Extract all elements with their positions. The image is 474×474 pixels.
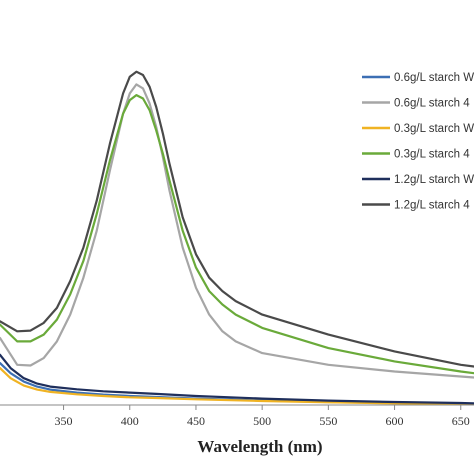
- legend-label: 1.2g/L starch W: [394, 174, 474, 186]
- x-tick-label: 650: [452, 414, 470, 428]
- x-tick-label: 450: [187, 414, 205, 428]
- series-line: [0, 353, 474, 405]
- x-tick-label: 600: [386, 414, 404, 428]
- x-tick-label: 550: [319, 414, 337, 428]
- legend: 0.6g/L starch W 0.6g/L starch 4 0.3g/L sta…: [362, 72, 474, 212]
- series-line: [0, 93, 474, 375]
- legend-label: 0.3g/L starch 4: [394, 149, 470, 161]
- plot-area: [0, 70, 474, 406]
- x-axis-ticks: 350 400 450 500 550 600 650: [55, 405, 470, 428]
- legend-label: 1.2g/L starch 4: [394, 200, 470, 212]
- x-tick-label: 500: [253, 414, 271, 428]
- series-line: [0, 70, 474, 368]
- x-tick-label: 400: [121, 414, 139, 428]
- legend-label: 0.6g/L starch W: [394, 72, 474, 84]
- x-axis-title: Wavelength (nm): [197, 437, 322, 456]
- series-line: [0, 367, 474, 406]
- x-tick-label: 350: [55, 414, 73, 428]
- legend-label: 0.3g/L starch W: [394, 123, 474, 135]
- legend-label: 0.6g/L starch 4: [394, 98, 470, 110]
- series-line: [0, 83, 474, 379]
